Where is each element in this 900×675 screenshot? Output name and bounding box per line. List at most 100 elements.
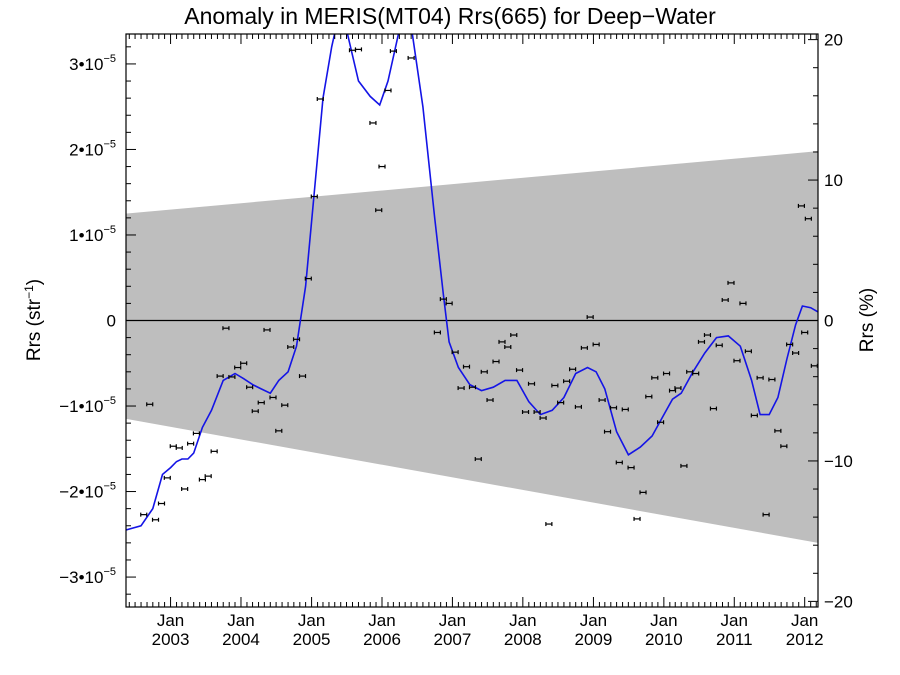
data-point [298, 374, 307, 379]
x-tick-label-year: 2009 [575, 630, 613, 649]
data-point [486, 398, 494, 403]
data-point [674, 386, 682, 391]
y2-tick-label: 10 [824, 171, 843, 190]
data-point [240, 361, 248, 366]
data-point [192, 431, 201, 436]
data-point [281, 403, 289, 408]
y-tick-label: −2•10−5 [59, 481, 116, 502]
y-tick-label-mantissa: −3•10 [59, 568, 103, 587]
data-point [445, 301, 453, 306]
data-point [527, 381, 536, 386]
data-point [709, 406, 718, 411]
data-point [662, 371, 671, 376]
y2-axis-label: Rrs (%) [857, 288, 878, 352]
data-point [375, 208, 383, 213]
data-point [287, 345, 295, 350]
uncertainty-band [126, 151, 818, 543]
x-tick-label-year: 2006 [363, 630, 401, 649]
data-point [304, 276, 312, 281]
y-axis-label-close: ) [24, 279, 45, 285]
data-point [656, 420, 665, 425]
x-tick-label-month: Jan [650, 611, 677, 630]
y-axis-label-exponent: −1 [22, 285, 36, 299]
data-point [801, 330, 809, 335]
data-point [515, 368, 524, 373]
y-tick-label-exponent: −5 [103, 566, 116, 578]
data-point [451, 350, 459, 355]
data-point [768, 377, 776, 382]
data-point [234, 365, 242, 370]
data-point [175, 445, 183, 450]
y-tick-label: 1•10−5 [69, 224, 116, 245]
data-point [633, 516, 641, 521]
data-point [181, 486, 189, 491]
data-point [187, 441, 195, 446]
data-point [480, 369, 488, 374]
x-tick-label-year: 2003 [152, 630, 190, 649]
data-point [204, 474, 212, 479]
y-tick-label: 3•10−5 [69, 53, 116, 74]
data-point [163, 475, 171, 480]
y-tick-label: 0 [107, 312, 116, 331]
x-tick-label-year: 2005 [293, 630, 331, 649]
x-tick-label-month: Jan [298, 611, 325, 630]
data-point [457, 386, 465, 391]
data-point [468, 385, 477, 390]
data-point [750, 413, 758, 418]
x-tick-label-year: 2004 [222, 630, 260, 649]
x-tick-label-month: Jan [157, 611, 184, 630]
data-point [257, 400, 265, 405]
data-point [504, 345, 512, 350]
data-point [756, 375, 764, 380]
x-tick-label-year: 2007 [434, 630, 472, 649]
data-point [697, 339, 706, 344]
data-point [146, 402, 154, 407]
data-point [157, 501, 166, 506]
data-point [586, 315, 594, 320]
data-point [439, 297, 447, 302]
data-point [316, 96, 324, 101]
data-point [580, 345, 588, 350]
data-point [369, 120, 377, 125]
y-tick-label-exponent: −5 [103, 53, 116, 65]
data-point [492, 359, 500, 364]
data-point [533, 410, 541, 415]
data-point [574, 404, 582, 409]
data-point [804, 216, 812, 221]
data-point [592, 342, 600, 347]
data-point [615, 460, 623, 465]
y-tick-label-exponent: −5 [103, 138, 116, 150]
x-tick-label-month: Jan [721, 611, 748, 630]
data-point [651, 375, 659, 380]
y-tick-label: 2•10−5 [69, 138, 116, 159]
data-point [216, 374, 224, 379]
y-tick-label: −1•10−5 [59, 395, 116, 416]
data-point [269, 395, 277, 400]
data-point [727, 280, 735, 285]
data-point [378, 164, 386, 169]
data-point [228, 374, 236, 379]
data-point [774, 428, 782, 433]
data-point [407, 55, 415, 60]
data-point [521, 410, 530, 415]
x-tick-label-month: Jan [227, 611, 254, 630]
data-point [797, 203, 806, 208]
data-point [389, 49, 397, 54]
data-point [645, 394, 653, 399]
data-point [498, 339, 506, 344]
y-tick-label-mantissa: −1•10 [59, 397, 103, 416]
y-tick-label-exponent: −5 [103, 224, 116, 236]
y2-tick-label: −20 [824, 592, 853, 611]
data-point [462, 364, 471, 369]
chart-title: Anomaly in MERIS(MT04) Rrs(665) for Deep… [184, 3, 716, 29]
data-point [384, 88, 392, 93]
x-tick-label-month: Jan [791, 611, 818, 630]
data-point [557, 400, 565, 405]
data-point [721, 297, 729, 302]
y2-tick-label: 20 [824, 31, 843, 50]
data-point [310, 194, 318, 199]
data-point [474, 457, 482, 462]
data-point [539, 415, 547, 420]
data-point [680, 463, 688, 468]
data-point [551, 383, 559, 388]
